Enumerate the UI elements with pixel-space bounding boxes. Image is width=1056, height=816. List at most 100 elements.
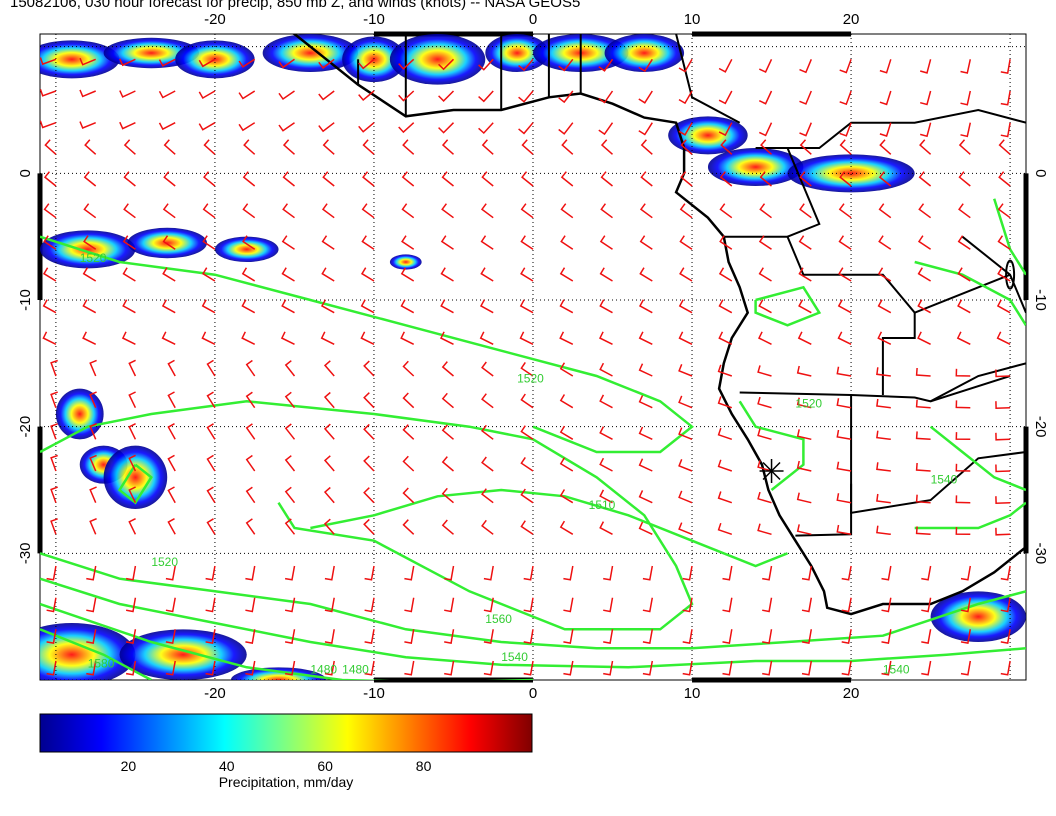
wind-barb [50, 391, 58, 408]
wind-barb [278, 90, 295, 101]
wind-barb [563, 597, 574, 613]
wind-barb [161, 299, 176, 314]
wind-barb [360, 299, 375, 314]
wind-barb [43, 235, 57, 250]
wind-barb [559, 520, 574, 535]
wind-barb [440, 235, 454, 250]
wind-barb [520, 267, 534, 282]
wind-barb [125, 660, 137, 676]
wind-barb [600, 171, 613, 187]
wind-barb [50, 518, 58, 535]
wind-barb [238, 122, 256, 132]
wind-barb [598, 331, 613, 345]
wind-barb [956, 331, 971, 345]
wind-barb [639, 267, 653, 282]
geopotential-height-contours [40, 198, 1026, 680]
wind-barb [198, 122, 216, 131]
wind-barb [997, 267, 1011, 282]
wind-barb [438, 58, 455, 71]
wind-barb [717, 459, 733, 472]
wind-barb [837, 299, 852, 314]
wind-barb [600, 139, 613, 155]
wind-barb [799, 171, 812, 187]
wind-barb [682, 629, 693, 644]
wind-barb [921, 660, 932, 676]
wind-barb [444, 597, 455, 613]
lon-tick-label-bottom: -10 [363, 685, 385, 702]
wind-barb [521, 171, 534, 187]
wind-barb [957, 299, 971, 314]
wind-barb [284, 518, 296, 535]
wind-barb [881, 629, 892, 644]
contour-label: 1480 [310, 663, 337, 677]
wind-barb [122, 299, 136, 314]
wind-barb [245, 454, 256, 472]
wind-barb [83, 203, 97, 219]
wind-barb [876, 462, 891, 472]
wind-barb [958, 139, 971, 155]
wind-barb [998, 171, 1011, 187]
country-border [675, 34, 741, 124]
precip-cell [103, 445, 168, 510]
wind-barb [682, 565, 693, 581]
wind-barb [358, 122, 375, 133]
wind-barb [441, 456, 454, 472]
precip-cell [175, 40, 255, 79]
wind-barb [563, 565, 574, 581]
wind-barb [206, 518, 216, 535]
wind-barb [799, 203, 812, 219]
wind-barb [560, 203, 574, 219]
wind-barb [796, 429, 812, 441]
wind-barb [559, 425, 574, 440]
wind-barb [83, 235, 97, 250]
contour-label: 1520 [517, 371, 544, 385]
wind-barb [245, 391, 256, 409]
wind-barb [318, 58, 335, 69]
height-contour [40, 552, 1026, 650]
wind-barb [79, 89, 96, 98]
wind-barb [282, 171, 295, 187]
wind-barb [202, 235, 216, 250]
wind-barb [839, 59, 852, 74]
wind-barb [323, 391, 335, 409]
wind-barb [203, 171, 216, 187]
wind-barb [167, 518, 176, 535]
country-border [755, 108, 1026, 149]
wind-barb [839, 90, 852, 106]
wind-barb [1000, 597, 1011, 613]
coastline [291, 34, 1026, 616]
wind-barb [960, 90, 972, 106]
wind-barb [324, 629, 335, 644]
height-contour [929, 425, 1026, 492]
wind-barb [242, 171, 256, 187]
wind-barb [559, 394, 574, 409]
contour-label: 1580 [88, 656, 115, 670]
wind-barb [404, 565, 415, 581]
wind-barb [559, 457, 574, 472]
lon-tick-label-top: -10 [363, 11, 385, 28]
wind-barb [40, 57, 57, 66]
wind-barb [719, 203, 733, 219]
wind-barb [280, 331, 295, 345]
wind-barb [206, 423, 216, 440]
wind-barb [920, 122, 932, 138]
wind-barb [1000, 122, 1011, 138]
wind-barb [402, 519, 415, 535]
axis-labels: -20 -20 -10 -10 0 0 10 10 20 20 0 0 -10 -10 -20 -20 -30 -… [17, 11, 1049, 702]
precip-cell [103, 37, 200, 69]
wind-barb [599, 489, 613, 504]
wind-barb [205, 565, 216, 581]
height-contour [754, 285, 822, 327]
wind-barb [481, 139, 494, 155]
wind-barb [995, 527, 1011, 536]
wind-barb [919, 139, 932, 155]
wind-barb [481, 361, 494, 377]
wind-barb [881, 597, 892, 613]
wind-barb [324, 597, 335, 613]
wind-barb [46, 660, 57, 676]
wind-barb [879, 122, 892, 137]
wind-barb [478, 90, 494, 103]
wind-barb [167, 454, 176, 472]
wind-barb [50, 454, 58, 472]
wind-barb [86, 597, 97, 613]
